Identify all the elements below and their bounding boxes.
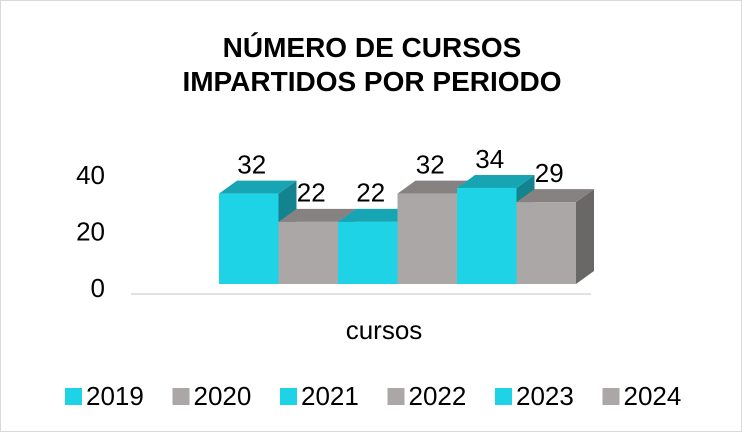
legend-swatch bbox=[65, 388, 82, 405]
legend-swatch bbox=[387, 388, 405, 405]
legend-label: 2019 bbox=[86, 381, 144, 411]
x-tick-label: cursos bbox=[346, 315, 423, 345]
bar-side bbox=[576, 189, 594, 284]
legend-label: 2024 bbox=[624, 381, 682, 411]
legend-swatch bbox=[495, 388, 512, 405]
chart-title: NÚMERO DE CURSOS IMPARTIDOS POR PERIODO bbox=[182, 32, 562, 97]
data-label: 34 bbox=[475, 144, 504, 174]
legend-label: 2023 bbox=[516, 381, 574, 411]
bar-top bbox=[278, 208, 356, 222]
legend-label: 2021 bbox=[301, 381, 359, 411]
data-label: 22 bbox=[297, 178, 326, 208]
legend-swatch bbox=[280, 388, 297, 405]
y-tick-label: 20 bbox=[76, 216, 105, 246]
data-label: 32 bbox=[416, 149, 445, 179]
data-label: 32 bbox=[237, 149, 266, 179]
bar-top bbox=[219, 180, 297, 194]
bar bbox=[397, 193, 457, 284]
legend-swatch bbox=[172, 388, 190, 405]
y-tick-label: 40 bbox=[76, 160, 105, 190]
bar bbox=[338, 221, 398, 284]
data-label: 22 bbox=[356, 178, 385, 208]
legend-label: 2020 bbox=[194, 381, 252, 411]
bar bbox=[516, 202, 576, 284]
bar-top bbox=[397, 180, 475, 194]
y-tick-label: 0 bbox=[91, 273, 105, 303]
bar-top bbox=[338, 208, 416, 222]
bar-top bbox=[457, 174, 535, 188]
data-label: 29 bbox=[535, 158, 564, 188]
bar bbox=[219, 193, 279, 284]
bar bbox=[278, 221, 338, 284]
legend-swatch bbox=[602, 388, 620, 405]
bar bbox=[457, 187, 517, 284]
bar-top bbox=[516, 189, 594, 203]
legend-label: 2022 bbox=[409, 381, 467, 411]
